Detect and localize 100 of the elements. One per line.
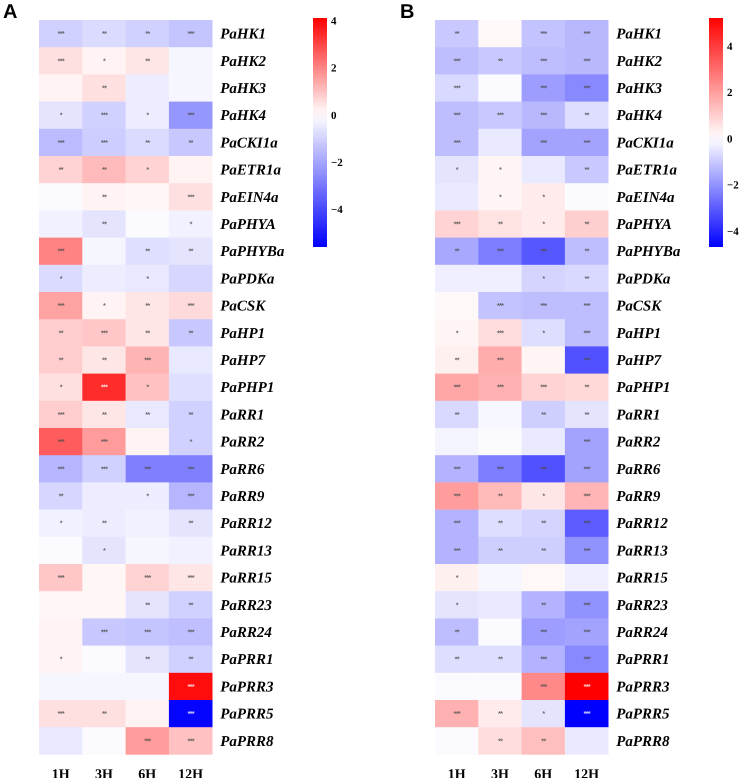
data-label: ***	[187, 574, 195, 583]
data-label: **	[145, 30, 150, 39]
data-label: **	[58, 328, 64, 338]
data-label: **	[584, 220, 590, 229]
y-tick-label: PaETR1a	[616, 162, 678, 179]
data-label: *	[542, 492, 546, 501]
data-label: **	[102, 166, 107, 175]
data-label: **	[145, 410, 150, 420]
data-label: ***	[583, 84, 591, 93]
data-label: *	[60, 111, 63, 120]
y-tick-label: PaPHP1	[220, 380, 274, 396]
data-label: ***	[187, 682, 195, 692]
data-label: ***	[187, 492, 195, 501]
data-label: **	[454, 410, 460, 420]
data-label: **	[145, 247, 150, 256]
data-label: ***	[540, 111, 548, 120]
y-tick-label: PaHP7	[220, 353, 266, 369]
y-tick-label: PaHK1	[616, 26, 662, 43]
data-label: ***	[583, 682, 591, 692]
data-label: ***	[583, 464, 591, 474]
y-tick-label: PaHK4	[220, 108, 267, 124]
data-label: **	[102, 519, 107, 528]
data-label: ***	[100, 111, 108, 120]
data-label: ***	[187, 464, 195, 474]
y-tick-label: PaPDKa	[616, 271, 671, 288]
data-label: ***	[144, 356, 152, 365]
y-tick-label: PaRR12	[616, 516, 668, 532]
data-label: *	[60, 655, 63, 664]
data-label: ***	[57, 710, 65, 719]
y-tick-label: PaHK2	[220, 54, 267, 70]
data-label: ***	[144, 464, 152, 474]
y-tick-label: PaPHYA	[616, 217, 672, 233]
data-label: ***	[540, 56, 548, 66]
data-label: **	[188, 247, 194, 256]
data-label: *	[498, 192, 502, 202]
data-label: **	[102, 84, 107, 93]
data-label: **	[454, 655, 460, 664]
data-label: **	[58, 356, 64, 365]
y-tick-label: PaCSK	[616, 298, 662, 315]
data-label: *	[146, 111, 150, 120]
y-tick-label: PaHK1	[220, 26, 266, 43]
data-label: ***	[540, 138, 548, 148]
data-label: ***	[583, 30, 591, 39]
y-tick-label: PaPHYBa	[616, 244, 681, 260]
y-tick-label: PaRR13	[220, 543, 272, 560]
y-tick-label: PaPRR8	[616, 734, 670, 750]
y-tick-label: PaHP1	[220, 326, 266, 342]
data-label: **	[454, 247, 460, 256]
data-label: ***	[453, 84, 461, 93]
data-label: ***	[453, 111, 461, 120]
data-label: ***	[100, 464, 108, 474]
y-tick-label: PaCSK	[220, 298, 266, 315]
data-label: *	[146, 383, 150, 392]
data-label: ***	[100, 438, 108, 447]
data-label: **	[145, 328, 150, 338]
data-label: **	[498, 546, 503, 556]
data-label: ***	[583, 356, 591, 365]
data-label: **	[498, 519, 503, 528]
data-label: ***	[496, 464, 504, 474]
data-label: ***	[187, 30, 195, 39]
data-label: ***	[187, 302, 195, 311]
data-label: ***	[583, 302, 591, 311]
data-label: ***	[583, 56, 591, 66]
data-label: **	[541, 546, 546, 556]
data-label: ***	[540, 628, 548, 637]
data-label: ***	[540, 302, 548, 311]
data-label: **	[188, 519, 194, 528]
y-tick-label: PaRR24	[616, 625, 668, 641]
color-bar-label: 4	[727, 40, 733, 53]
data-label: ***	[187, 736, 195, 746]
y-tick-label: PaCKI1a	[616, 135, 674, 152]
data-label: ***	[57, 247, 65, 256]
data-label: ***	[57, 574, 65, 583]
color-bar-label: 0	[727, 133, 733, 146]
y-tick-label: PaRR13	[616, 543, 668, 560]
y-tick-label: PaPRR1	[616, 652, 670, 668]
data-label: **	[584, 166, 590, 175]
color-bar-label: −2	[727, 180, 740, 192]
data-label: **	[584, 410, 590, 420]
data-label: **	[584, 274, 590, 284]
data-label: ***	[187, 710, 195, 719]
data-label: ***	[583, 519, 591, 528]
data-label: **	[145, 138, 150, 148]
x-tick-label: 1H	[52, 767, 70, 778]
y-tick-label: PaHP7	[616, 353, 662, 369]
x-tick-label: 1H	[448, 767, 466, 778]
data-label: *	[146, 492, 150, 501]
data-label: ***	[100, 138, 108, 148]
data-label: ***	[144, 628, 152, 637]
data-label: ***	[57, 438, 65, 447]
data-label: ***	[540, 682, 548, 692]
chart-title: A	[3, 1, 18, 23]
y-tick-label: PaHK3	[220, 81, 267, 97]
y-tick-label: PaRR6	[220, 462, 265, 478]
y-tick-label: PaRR15	[220, 570, 272, 587]
data-label: *	[60, 274, 63, 284]
y-tick-label: PaRR2	[616, 434, 661, 451]
data-label: ***	[540, 84, 548, 93]
data-label: ***	[496, 247, 504, 256]
data-label: *	[102, 56, 106, 66]
